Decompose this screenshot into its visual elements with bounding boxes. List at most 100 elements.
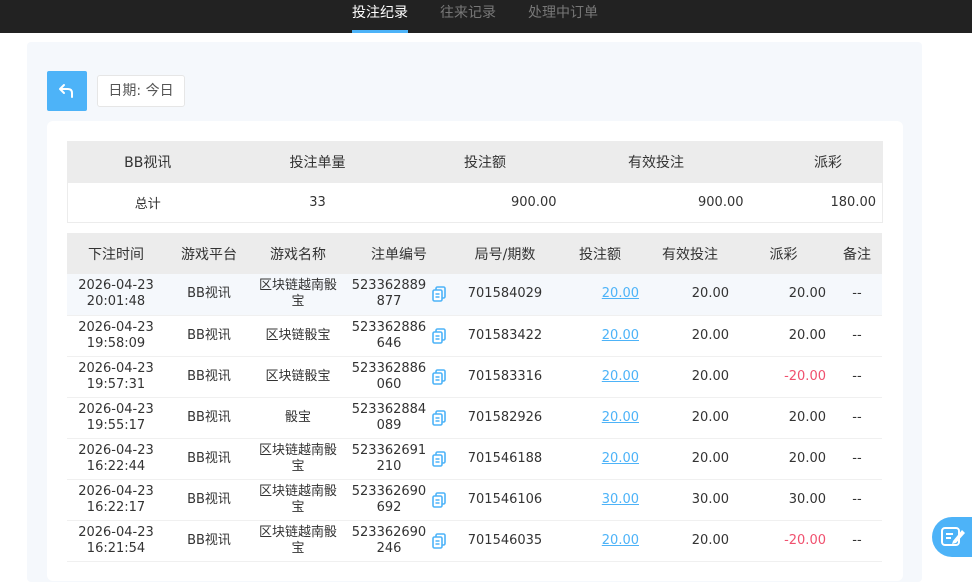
bet-number-part: 246 bbox=[376, 540, 402, 556]
summary-header: 投注额 bbox=[407, 141, 563, 183]
bet-number-part: 523362690 bbox=[351, 483, 427, 499]
bet-amount: 20.00 bbox=[555, 356, 645, 398]
back-button[interactable] bbox=[47, 71, 87, 111]
column-header: 有效投注 bbox=[645, 233, 735, 274]
valid-bet: 20.00 bbox=[645, 397, 735, 439]
bet-amount-link[interactable]: 20.00 bbox=[601, 409, 639, 425]
table-row: 2026-04-23 16:21:54 BB视讯 区块链越南骰宝 523362690 24… bbox=[67, 520, 882, 562]
bet-number: 523362886 646 bbox=[343, 315, 455, 357]
bet-number: 523362889 877 bbox=[343, 274, 455, 316]
table-row: 2026-04-23 16:22:17 BB视讯 区块链越南骰宝 523362690 69… bbox=[67, 479, 882, 521]
bet-amount-link[interactable]: 20.00 bbox=[601, 450, 639, 466]
bet-amount-link[interactable]: 20.00 bbox=[601, 286, 639, 302]
note: -- bbox=[832, 315, 882, 357]
back-arrow-icon bbox=[59, 84, 73, 98]
bet-amount: 20.00 bbox=[555, 520, 645, 562]
bet-amount: 30.00 bbox=[555, 479, 645, 521]
bet-clock: 19:55:17 bbox=[86, 417, 146, 433]
bet-amount-link[interactable]: 20.00 bbox=[601, 368, 639, 384]
valid-bet: 20.00 bbox=[645, 274, 735, 316]
round-number: 701582926 bbox=[455, 397, 555, 439]
platform: BB视讯 bbox=[165, 520, 253, 562]
bet-time: 2026-04-23 19:57:31 bbox=[67, 356, 165, 398]
copy-icon[interactable] bbox=[432, 491, 447, 508]
platform: BB视讯 bbox=[165, 397, 253, 439]
bet-clock: 20:01:48 bbox=[86, 294, 146, 310]
valid-bet: 20.00 bbox=[645, 520, 735, 562]
bet-date: 2026-04-23 bbox=[78, 524, 154, 540]
column-header: 投注额 bbox=[555, 233, 645, 274]
payout: 20.00 bbox=[735, 274, 832, 316]
bet-date: 2026-04-23 bbox=[78, 278, 154, 294]
note: -- bbox=[832, 520, 882, 562]
summary-payout: 180.00 bbox=[830, 194, 877, 210]
game-name: 区块链骰宝 bbox=[253, 356, 343, 398]
date-filter[interactable]: 日期: 今日 bbox=[97, 75, 185, 107]
column-header: 局号/期数 bbox=[455, 233, 555, 274]
bet-number-part: 089 bbox=[376, 417, 402, 433]
bet-number-part: 523362886 bbox=[351, 360, 427, 376]
column-header: 派彩 bbox=[735, 233, 832, 274]
bet-number-part: 523362691 bbox=[351, 442, 427, 458]
bet-number: 523362690 692 bbox=[343, 479, 455, 521]
summary-valid: 900.00 bbox=[698, 194, 744, 210]
bet-amount-link[interactable]: 20.00 bbox=[601, 327, 639, 343]
bet-number-part: 646 bbox=[376, 335, 402, 351]
bet-clock: 16:21:54 bbox=[86, 540, 146, 556]
bet-number-part: 210 bbox=[376, 458, 402, 474]
bet-time: 2026-04-23 16:22:44 bbox=[67, 438, 165, 480]
column-header: 备注 bbox=[832, 233, 882, 274]
edit-float-button[interactable] bbox=[932, 517, 972, 557]
bet-date: 2026-04-23 bbox=[78, 401, 154, 417]
copy-icon[interactable] bbox=[432, 450, 447, 467]
bet-clock: 16:22:17 bbox=[86, 499, 146, 515]
summary-header: BB视讯 bbox=[67, 141, 228, 183]
bet-number-part: 523362690 bbox=[351, 524, 427, 540]
copy-icon[interactable] bbox=[432, 409, 447, 426]
bet-number-part: 060 bbox=[376, 376, 402, 392]
game-name: 区块链骰宝 bbox=[253, 315, 343, 357]
note: -- bbox=[832, 274, 882, 316]
bet-amount: 20.00 bbox=[555, 438, 645, 480]
payout: 20.00 bbox=[735, 397, 832, 439]
bet-number-part: 523362886 bbox=[351, 319, 427, 335]
platform: BB视讯 bbox=[165, 315, 253, 357]
round-number: 701583316 bbox=[455, 356, 555, 398]
bet-amount: 20.00 bbox=[555, 315, 645, 357]
table-row: 2026-04-23 20:01:48 BB视讯 区块链越南骰宝 523362889 87… bbox=[67, 274, 882, 316]
round-number: 701584029 bbox=[455, 274, 555, 316]
tab-pending-orders[interactable]: 处理中订单 bbox=[528, 5, 598, 21]
note: -- bbox=[832, 479, 882, 521]
platform: BB视讯 bbox=[165, 356, 253, 398]
tab-bet-records[interactable]: 投注纪录 bbox=[352, 0, 408, 33]
bet-amount: 20.00 bbox=[555, 397, 645, 439]
tab-transaction-records[interactable]: 往来记录 bbox=[440, 5, 496, 21]
round-number: 701546106 bbox=[455, 479, 555, 521]
table-row: 2026-04-23 19:55:17 BB视讯 骰宝 523362884 089 7015… bbox=[67, 397, 882, 439]
bet-time: 2026-04-23 19:55:17 bbox=[67, 397, 165, 439]
summary-header: 有效投注 bbox=[562, 141, 750, 183]
bet-time: 2026-04-23 16:21:54 bbox=[67, 520, 165, 562]
note: -- bbox=[832, 397, 882, 439]
copy-icon[interactable] bbox=[432, 327, 447, 344]
copy-icon[interactable] bbox=[432, 532, 447, 549]
payout: -20.00 bbox=[735, 356, 832, 398]
edit-icon bbox=[941, 527, 965, 546]
round-number: 701546035 bbox=[455, 520, 555, 562]
payout: 20.00 bbox=[735, 438, 832, 480]
summary-table: BB视讯 投注单量 投注额 有效投注 派彩 总计 33 900.00 900.0… bbox=[67, 141, 883, 223]
table-row: 2026-04-23 19:57:31 BB视讯 区块链骰宝 523362886 060 7… bbox=[67, 356, 882, 398]
game-name: 区块链越南骰宝 bbox=[253, 274, 343, 316]
valid-bet: 20.00 bbox=[645, 438, 735, 480]
bet-amount-link[interactable]: 20.00 bbox=[601, 532, 639, 548]
summary-count: 33 bbox=[309, 194, 326, 210]
round-number: 701583422 bbox=[455, 315, 555, 357]
bet-amount-link[interactable]: 30.00 bbox=[601, 491, 639, 507]
bet-date: 2026-04-23 bbox=[78, 319, 154, 335]
bet-date: 2026-04-23 bbox=[78, 442, 154, 458]
copy-icon[interactable] bbox=[432, 286, 447, 303]
platform: BB视讯 bbox=[165, 438, 253, 480]
bet-number: 523362691 210 bbox=[343, 438, 455, 480]
summary-bet: 900.00 bbox=[511, 194, 557, 210]
copy-icon[interactable] bbox=[432, 368, 447, 385]
